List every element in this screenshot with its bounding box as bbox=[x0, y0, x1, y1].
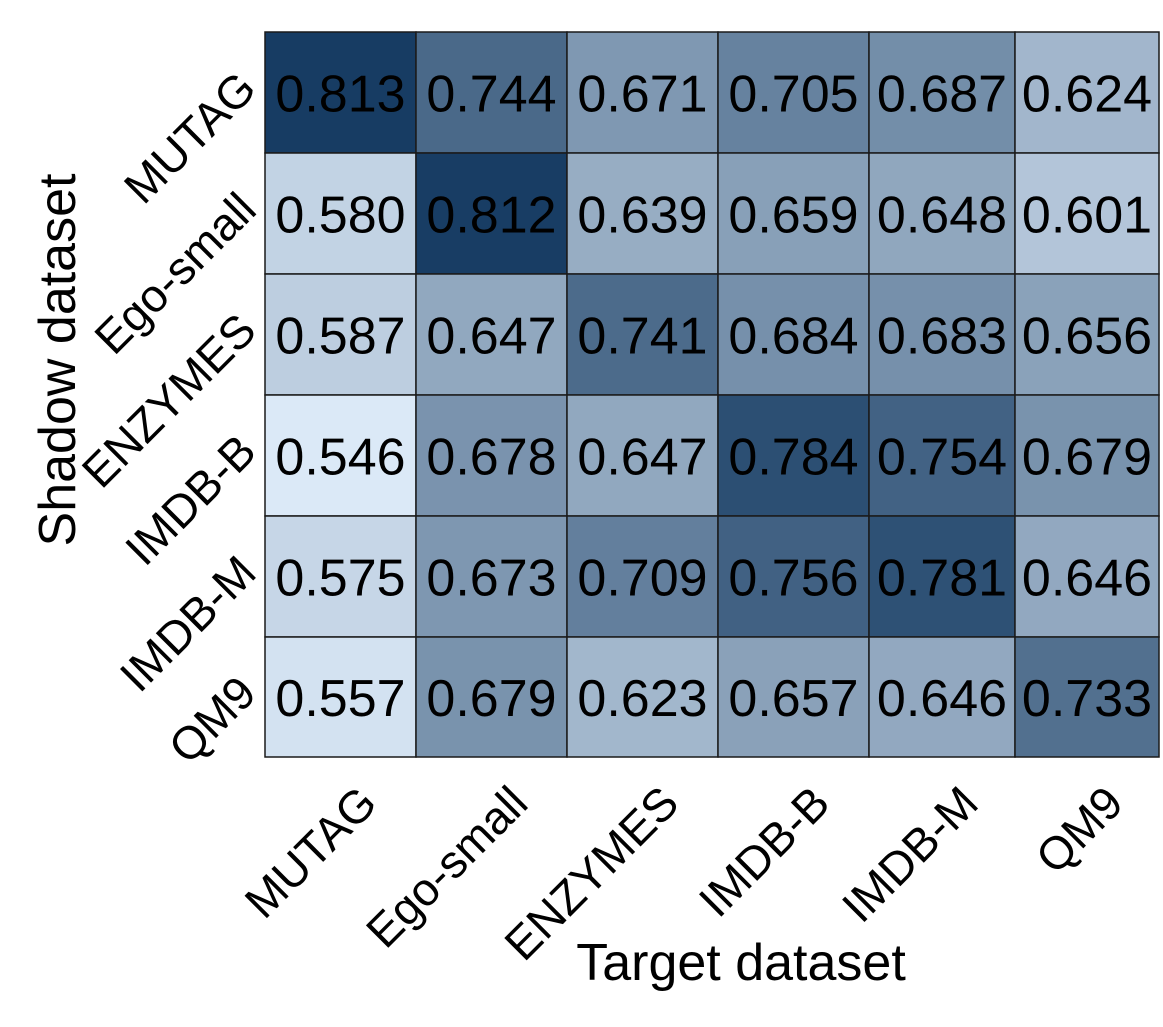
cell-value-label: 0.744 bbox=[426, 66, 556, 124]
cell-value-label: 0.546 bbox=[275, 429, 405, 487]
heatmap-value-labels: 0.813 0.744 0.671 0.705 0.687 0.624 0.580 0.812… bbox=[275, 66, 1152, 729]
heatmap-cell bbox=[868, 31, 1016, 154]
heatmap-cell bbox=[566, 273, 719, 396]
cell-value-label: 0.813 bbox=[275, 66, 405, 124]
heatmap-cell bbox=[717, 31, 870, 154]
cell-value-label: 0.812 bbox=[426, 187, 556, 245]
cell-value-label: 0.754 bbox=[877, 429, 1007, 487]
heatmap-cell bbox=[868, 636, 1016, 758]
heatmap-cell bbox=[264, 394, 417, 517]
cell-value-label: 0.687 bbox=[877, 66, 1007, 124]
cell-value-label: 0.678 bbox=[426, 429, 556, 487]
cell-value-label: 0.646 bbox=[1022, 550, 1152, 608]
heatmap-cell bbox=[566, 394, 719, 517]
heatmap-cell bbox=[1014, 152, 1160, 275]
cell-value-label: 0.683 bbox=[877, 308, 1007, 366]
heatmap-cell bbox=[717, 394, 870, 517]
cell-value-label: 0.656 bbox=[1022, 308, 1152, 366]
heatmap-cell bbox=[264, 273, 417, 396]
heatmap-cell bbox=[415, 152, 568, 275]
cell-value-label: 0.557 bbox=[275, 670, 405, 728]
cell-value-label: 0.659 bbox=[728, 187, 858, 245]
heatmap-cell bbox=[1014, 273, 1160, 396]
cell-value-label: 0.587 bbox=[275, 308, 405, 366]
cell-value-label: 0.781 bbox=[877, 550, 1007, 608]
heatmap-cell bbox=[415, 31, 568, 154]
cell-value-label: 0.679 bbox=[426, 670, 556, 728]
heatmap-cell bbox=[1014, 31, 1160, 154]
heatmap-cell bbox=[566, 515, 719, 638]
cell-value-label: 0.733 bbox=[1022, 670, 1152, 728]
cell-value-label: 0.623 bbox=[577, 670, 707, 728]
y-tick-label: MUTAG bbox=[114, 61, 266, 213]
cell-value-label: 0.647 bbox=[577, 429, 707, 487]
x-tick-label: QM9 bbox=[1026, 776, 1133, 883]
cell-value-label: 0.646 bbox=[877, 670, 1007, 728]
x-tick-label: IMDB-M bbox=[832, 776, 988, 932]
cell-value-label: 0.673 bbox=[426, 550, 556, 608]
x-tick-label: IMDB-B bbox=[689, 776, 840, 927]
heatmap-cell bbox=[264, 31, 417, 154]
heatmap-cell bbox=[264, 515, 417, 638]
cell-value-label: 0.639 bbox=[577, 187, 707, 245]
heatmap-cell bbox=[415, 273, 568, 396]
cell-value-label: 0.709 bbox=[577, 550, 707, 608]
heatmap-cell bbox=[717, 515, 870, 638]
x-tick-label: MUTAG bbox=[235, 776, 387, 928]
y-tick-label: IMDB-M bbox=[110, 545, 266, 701]
cell-value-label: 0.647 bbox=[426, 308, 556, 366]
cell-value-label: 0.784 bbox=[728, 429, 858, 487]
heatmap-cell bbox=[264, 636, 417, 758]
cell-value-label: 0.741 bbox=[577, 308, 707, 366]
cell-value-label: 0.684 bbox=[728, 308, 858, 366]
heatmap-cell bbox=[566, 31, 719, 154]
heatmap-cell bbox=[1014, 515, 1160, 638]
cell-value-label: 0.601 bbox=[1022, 187, 1152, 245]
heatmap-cell bbox=[868, 273, 1016, 396]
cell-value-label: 0.679 bbox=[1022, 429, 1152, 487]
heatmap-cell bbox=[415, 394, 568, 517]
cell-value-label: 0.705 bbox=[728, 66, 858, 124]
heatmap-cell bbox=[717, 152, 870, 275]
cell-value-label: 0.580 bbox=[275, 187, 405, 245]
cell-value-label: 0.671 bbox=[577, 66, 707, 124]
cell-value-label: 0.648 bbox=[877, 187, 1007, 245]
x-axis-label: Target dataset bbox=[576, 934, 906, 992]
heatmap-cells bbox=[264, 31, 1160, 758]
heatmap-cell bbox=[717, 636, 870, 758]
heatmap-cell bbox=[1014, 636, 1160, 758]
heatmap-cell bbox=[868, 394, 1016, 517]
y-tick-label: QM9 bbox=[158, 666, 265, 773]
heatmap-cell bbox=[1014, 394, 1160, 517]
heatmap-cell bbox=[717, 273, 870, 396]
cell-value-label: 0.756 bbox=[728, 550, 858, 608]
cell-value-label: 0.575 bbox=[275, 550, 405, 608]
cell-value-label: 0.657 bbox=[728, 670, 858, 728]
y-axis-label: Shadow dataset bbox=[29, 173, 87, 546]
cell-value-label: 0.624 bbox=[1022, 66, 1152, 124]
heatmap-cell bbox=[868, 515, 1016, 638]
